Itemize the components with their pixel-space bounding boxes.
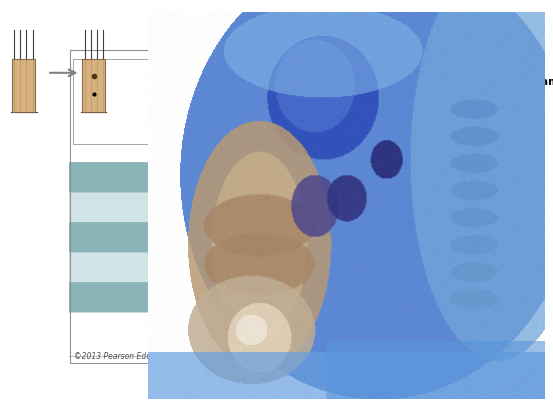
Bar (381, 200, 498, 274)
Bar (69, 162, 184, 192)
Bar (69, 252, 184, 282)
Text: ©2013 Pearson Education, Inc.: ©2013 Pearson Education, Inc. (74, 353, 194, 362)
Bar (72, 58, 155, 144)
Bar (69, 192, 184, 222)
Bar (381, 225, 498, 274)
Bar (69, 312, 184, 356)
Text: REPRODUCTIVE SYSTEM LAB: Male: REPRODUCTIVE SYSTEM LAB: Male (227, 57, 487, 70)
Bar (82, 59, 105, 112)
Bar (69, 222, 184, 252)
Text: 1.   A. Label the structures of the male reproductive system shown in the diagra: 1. A. Label the structures of the male r… (74, 77, 553, 88)
Bar (12, 59, 35, 112)
Bar (69, 282, 184, 312)
Bar (69, 162, 184, 356)
Bar (381, 200, 498, 224)
